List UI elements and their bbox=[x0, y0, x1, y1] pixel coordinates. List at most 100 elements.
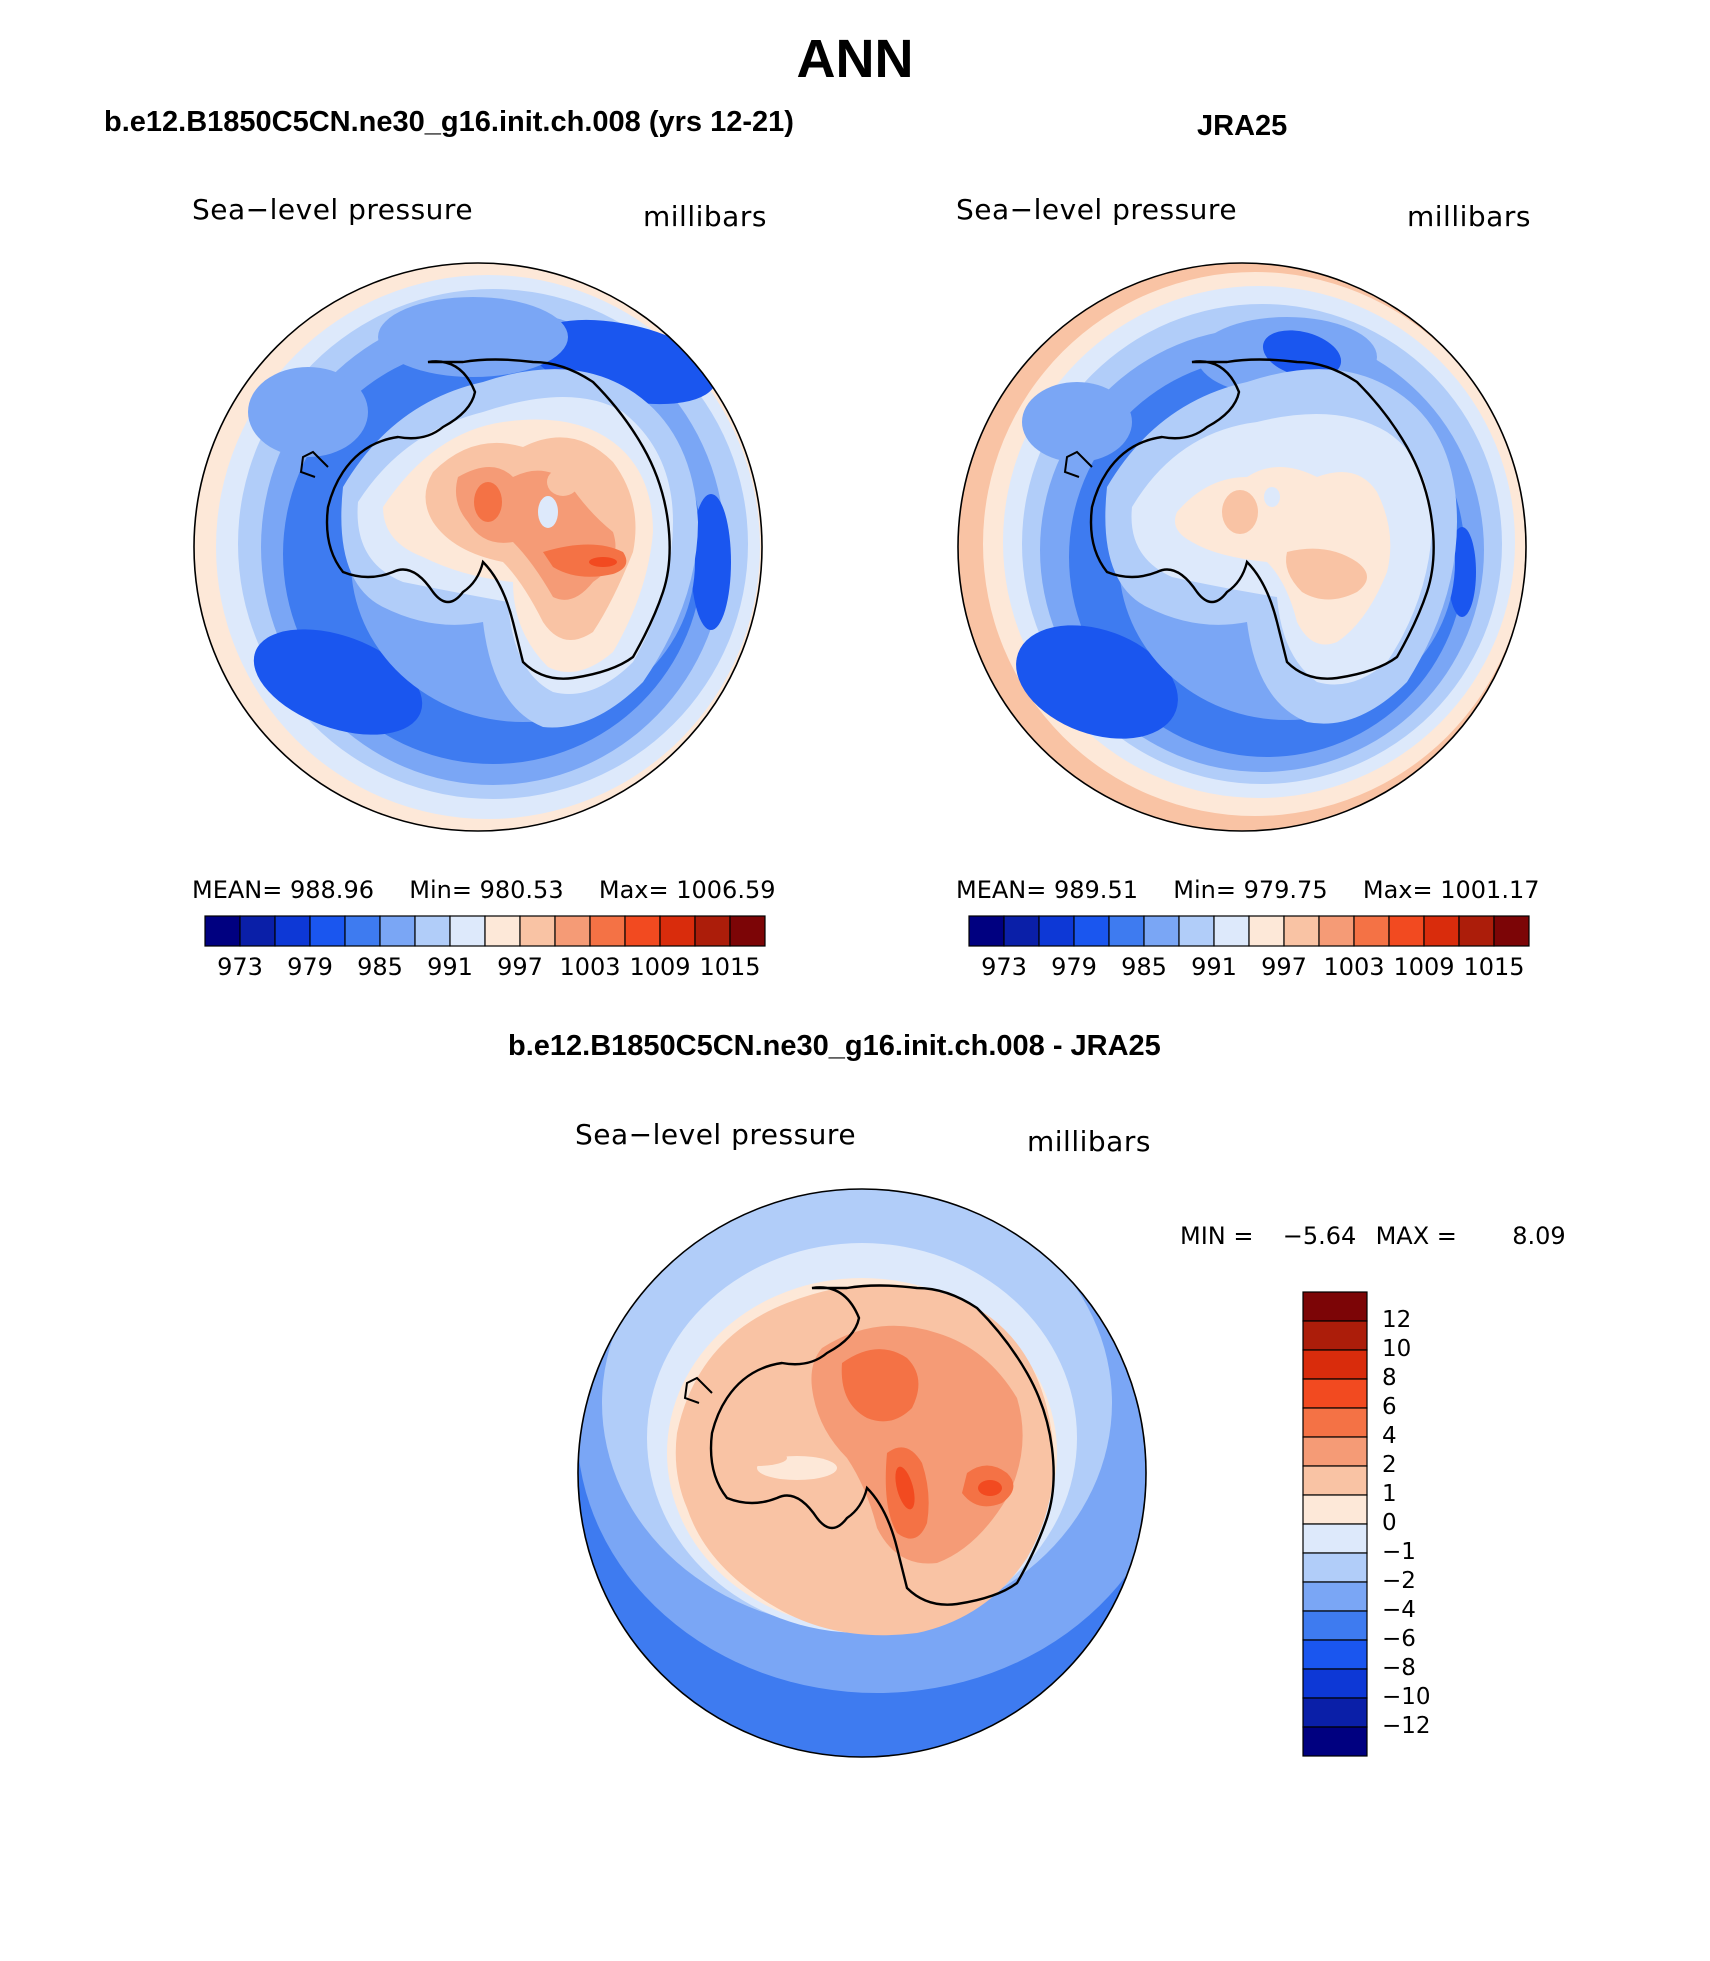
diff-max-value: 8.09 bbox=[1512, 1222, 1566, 1250]
model-colorbar-box bbox=[414, 915, 451, 947]
obs-colorbar-box bbox=[1493, 915, 1530, 947]
model-colorbar-box bbox=[344, 915, 381, 947]
diff-colorbar-box bbox=[1302, 1552, 1368, 1583]
diff-colorbar-box bbox=[1302, 1465, 1368, 1496]
obs-mean-label: MEAN= bbox=[956, 876, 1047, 904]
obs-colorbar-box bbox=[1108, 915, 1145, 947]
obs-max-value: 1001.17 bbox=[1440, 876, 1540, 904]
obs-colorbar-tick-label: 979 bbox=[1051, 953, 1097, 981]
obs-units-label: millibars bbox=[1407, 200, 1531, 233]
obs-colorbar-box bbox=[1003, 915, 1040, 947]
diff-min-label: MIN = bbox=[1180, 1222, 1254, 1250]
model-colorbar-labels: 973 979 985 991 997 1003 1009 1015 bbox=[205, 953, 765, 983]
model-max-label: Max= bbox=[598, 876, 669, 904]
model-colorbar-box bbox=[204, 915, 241, 947]
diff-colorbar-box bbox=[1302, 1697, 1368, 1728]
obs-colorbar-tick-label: 1009 bbox=[1393, 953, 1455, 981]
obs-colorbar-box bbox=[1248, 915, 1285, 947]
obs-polar-map bbox=[957, 262, 1527, 832]
obs-colorbar-box bbox=[1388, 915, 1425, 947]
diff-colorbar-tick-label: −2 bbox=[1382, 1568, 1416, 1594]
obs-colorbar-tick-label: 1003 bbox=[1323, 953, 1385, 981]
obs-colorbar-tick-label: 973 bbox=[981, 953, 1027, 981]
diff-colorbar-box bbox=[1302, 1407, 1368, 1438]
model-colorbar-box bbox=[519, 915, 556, 947]
figure-title: ANN bbox=[796, 29, 914, 89]
obs-mean-value: 989.51 bbox=[1054, 876, 1138, 904]
model-colorbar-box bbox=[554, 915, 591, 947]
obs-colorbar-tick-label: 985 bbox=[1121, 953, 1167, 981]
diff-colorbar-tick-label: −4 bbox=[1382, 1597, 1416, 1623]
diff-variable-label: Sea−level pressure bbox=[575, 1118, 857, 1151]
obs-min-value: 979.75 bbox=[1243, 876, 1328, 904]
diff-colorbar-box bbox=[1302, 1494, 1368, 1525]
diff-colorbar-tick-label: 1 bbox=[1382, 1481, 1397, 1507]
model-colorbar-box bbox=[624, 915, 661, 947]
model-colorbar-box bbox=[379, 915, 416, 947]
model-colorbar-box bbox=[239, 915, 276, 947]
diff-polar-map bbox=[577, 1188, 1147, 1758]
model-colorbar-box bbox=[309, 915, 346, 947]
diff-colorbar-tick-label: 10 bbox=[1382, 1336, 1412, 1362]
diff-range-text: MIN = −5.64 MAX = 8.09 bbox=[1180, 1222, 1566, 1250]
obs-colorbar-tick-label: 1015 bbox=[1463, 953, 1525, 981]
model-colorbar-box bbox=[274, 915, 311, 947]
model-colorbar-box bbox=[589, 915, 626, 947]
model-colorbar-box bbox=[694, 915, 731, 947]
diff-colorbar-tick-label: 8 bbox=[1382, 1365, 1397, 1391]
model-colorbar-tick-label: 1015 bbox=[699, 953, 761, 981]
diff-min-value: −5.64 bbox=[1282, 1222, 1357, 1250]
model-colorbar-tick-label: 1003 bbox=[559, 953, 621, 981]
diff-colorbar-box bbox=[1302, 1320, 1368, 1351]
obs-colorbar-box bbox=[1178, 915, 1215, 947]
model-colorbar-box bbox=[729, 915, 766, 947]
diff-max-label: MAX = bbox=[1375, 1222, 1457, 1250]
obs-colorbar-box bbox=[1283, 915, 1320, 947]
diff-colorbar-box bbox=[1302, 1610, 1368, 1641]
model-colorbar bbox=[204, 915, 766, 947]
obs-colorbar-tick-label: 991 bbox=[1191, 953, 1237, 981]
obs-colorbar-box bbox=[1143, 915, 1180, 947]
diff-colorbar-box bbox=[1302, 1436, 1368, 1467]
diff-colorbar-box bbox=[1302, 1523, 1368, 1554]
obs-colorbar-labels: 973 979 985 991 997 1003 1009 1015 bbox=[969, 953, 1529, 983]
model-colorbar-tick-label: 1009 bbox=[629, 953, 691, 981]
diff-colorbar-box bbox=[1302, 1581, 1368, 1612]
model-colorbar-tick-label: 991 bbox=[427, 953, 473, 981]
obs-max-label: Max= bbox=[1362, 876, 1433, 904]
obs-panel-title: JRA25 bbox=[1197, 110, 1288, 142]
obs-colorbar bbox=[968, 915, 1530, 947]
model-mean-label: MEAN= bbox=[192, 876, 283, 904]
diff-colorbar-tick-label: −12 bbox=[1382, 1713, 1431, 1739]
model-colorbar-box bbox=[449, 915, 486, 947]
diff-colorbar-tick-label: −10 bbox=[1382, 1684, 1431, 1710]
obs-colorbar-box bbox=[968, 915, 1005, 947]
diff-colorbar-box bbox=[1302, 1291, 1368, 1322]
obs-colorbar-tick-label: 997 bbox=[1261, 953, 1307, 981]
diff-colorbar-tick-label: −6 bbox=[1382, 1626, 1416, 1652]
diff-colorbar bbox=[1302, 1291, 1368, 1757]
model-colorbar-box bbox=[659, 915, 696, 947]
model-colorbar-tick-label: 973 bbox=[217, 953, 263, 981]
diff-colorbar-labels: 12 10 8 6 4 2 1 0 −1 −2 −4 −6 −8 −10 −12 bbox=[1382, 1292, 1462, 1756]
obs-colorbar-box bbox=[1213, 915, 1250, 947]
obs-min-label: Min= bbox=[1173, 876, 1236, 904]
model-colorbar-tick-label: 979 bbox=[287, 953, 333, 981]
obs-colorbar-box bbox=[1318, 915, 1355, 947]
model-panel-title: b.e12.B1850C5CN.ne30_g16.init.ch.008 (yr… bbox=[104, 106, 794, 138]
diff-colorbar-tick-label: 2 bbox=[1382, 1452, 1397, 1478]
diff-colorbar-tick-label: −1 bbox=[1382, 1539, 1416, 1565]
diff-colorbar-tick-label: 4 bbox=[1382, 1423, 1397, 1449]
diff-units-label: millibars bbox=[1027, 1125, 1151, 1158]
obs-colorbar-box bbox=[1458, 915, 1495, 947]
diff-colorbar-tick-label: 12 bbox=[1382, 1307, 1412, 1333]
obs-variable-label: Sea−level pressure bbox=[956, 193, 1238, 226]
diff-colorbar-box bbox=[1302, 1726, 1368, 1757]
model-mean-value: 988.96 bbox=[290, 876, 374, 904]
obs-colorbar-box bbox=[1038, 915, 1075, 947]
model-colorbar-box bbox=[484, 915, 521, 947]
model-units-label: millibars bbox=[643, 200, 767, 233]
diff-colorbar-tick-label: −8 bbox=[1382, 1655, 1416, 1681]
model-colorbar-tick-label: 997 bbox=[497, 953, 543, 981]
diff-colorbar-box bbox=[1302, 1668, 1368, 1699]
